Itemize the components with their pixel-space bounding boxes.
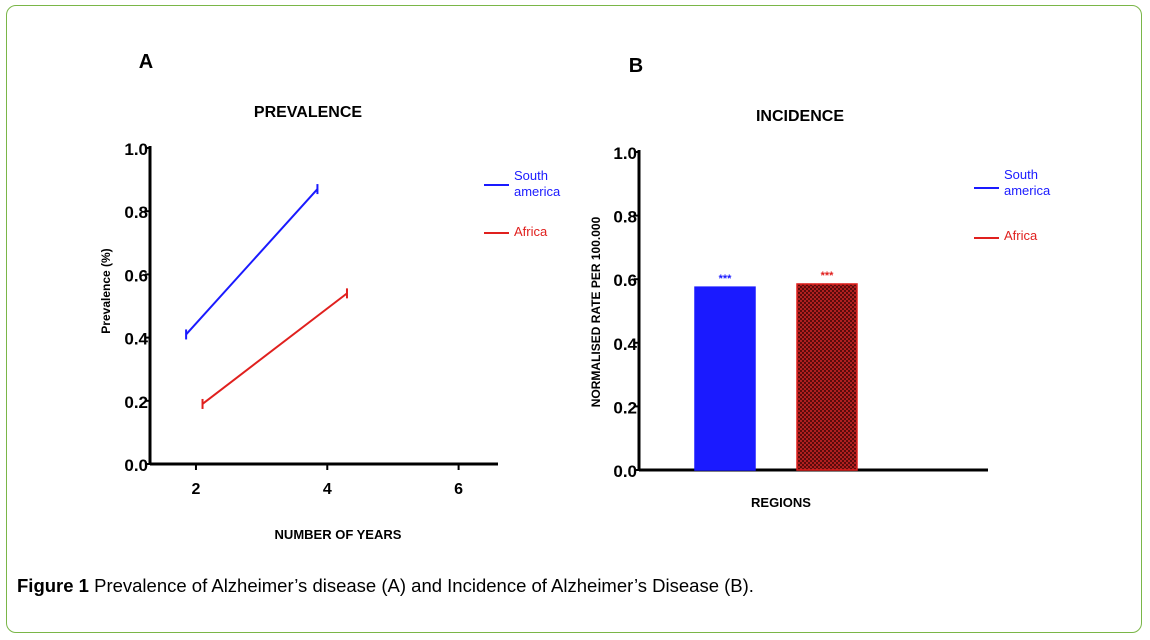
caption-text: Prevalence of Alzheimer’s disease (A) an… — [94, 575, 754, 596]
panel-a-y-tick-label: 0.4 — [124, 330, 148, 349]
panel-b-letter: B — [629, 55, 643, 77]
panel-b-y-label: NORMALISED RATE PER 100.000 — [589, 216, 603, 407]
panel-a-x-tick-label: 6 — [454, 481, 463, 498]
panel-b-y-tick-label: 0.6 — [613, 271, 637, 290]
panel-a-y-tick-label: 0.6 — [124, 266, 148, 285]
panel-a-x-tick-label: 2 — [192, 481, 201, 498]
panel-a-legend-label: Africa — [514, 224, 548, 239]
panel-b-y-tick-label: 1.0 — [613, 144, 637, 163]
panel-b-y-tick-label: 0.4 — [613, 335, 637, 354]
figure-caption: Figure 1 Prevalence of Alzheimer’s disea… — [17, 575, 754, 597]
panel-b-y-tick-label: 0.8 — [613, 208, 637, 227]
panel-a-letter: A — [139, 51, 153, 73]
panel-a-x-label: NUMBER OF YEARS — [275, 527, 402, 542]
panel-a-title: PREVALENCE — [254, 104, 362, 121]
panel-a-y-tick-label: 0.8 — [124, 203, 148, 222]
panel-b-y-tick-label: 0.2 — [613, 398, 637, 417]
panel-b-bar — [694, 286, 756, 471]
panel-b-y-tick-label: 0.0 — [613, 462, 637, 481]
panel-b-bar — [796, 283, 858, 471]
panel-a-y-tick-label: 0.0 — [124, 456, 148, 475]
panel-b-bar-annotation: *** — [719, 273, 733, 285]
caption-label: Figure 1 — [17, 575, 89, 596]
panel-a-legend-label: South america — [514, 168, 561, 199]
figure-frame — [6, 5, 1142, 633]
panel-b-legend-label: Africa — [1004, 228, 1038, 243]
panel-b-bar-annotation: *** — [821, 270, 835, 282]
panel-b-legend-label: South america — [1004, 167, 1051, 198]
panel-b-title: INCIDENCE — [756, 108, 844, 125]
panel-a-y-label: Prevalence (%) — [99, 248, 113, 333]
panel-a-x-tick-label: 4 — [323, 481, 332, 498]
panel-a-y-tick-label: 0.2 — [124, 393, 148, 412]
panel-b-x-label: REGIONS — [751, 495, 811, 510]
panel-a-series-line — [201, 292, 348, 405]
panel-a-y-tick-label: 1.0 — [124, 140, 148, 159]
panel-a-series-line — [185, 188, 319, 336]
